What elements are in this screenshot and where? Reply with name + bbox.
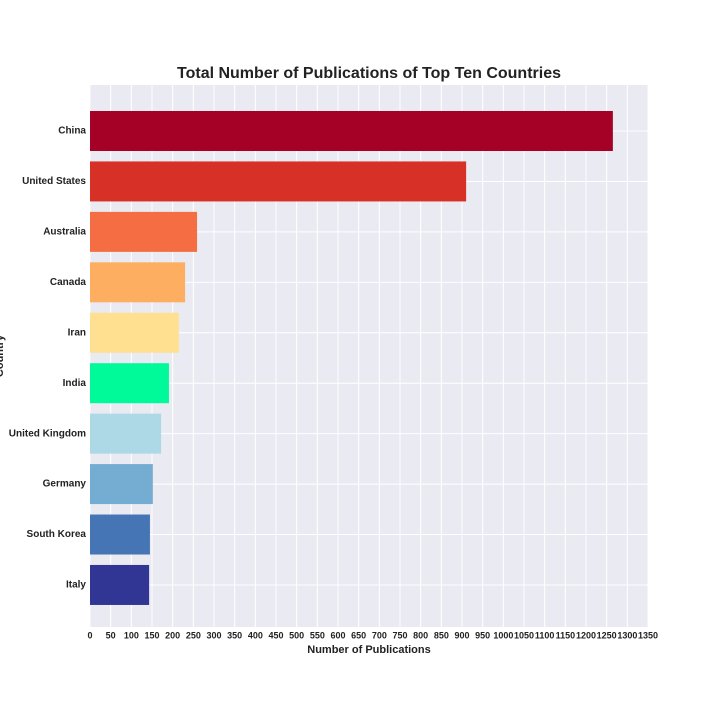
x-tick-label: 1000	[493, 630, 513, 640]
y-axis-label: Country	[0, 334, 6, 377]
x-tick-label: 1250	[597, 630, 617, 640]
x-tick-label: 950	[475, 630, 490, 640]
x-tick-label: 50	[106, 630, 116, 640]
x-tick-label: 1050	[514, 630, 534, 640]
x-tick-label: 300	[206, 630, 221, 640]
x-tick-label: 500	[289, 630, 304, 640]
x-tick-label: 250	[186, 630, 201, 640]
x-tick-label: 450	[268, 630, 283, 640]
x-tick-label: 1200	[576, 630, 596, 640]
bar	[90, 211, 198, 252]
x-axis-label: Number of Publications	[307, 644, 430, 656]
y-tick-label: Germany	[43, 479, 87, 490]
bar	[90, 514, 150, 555]
x-tick-label: 1300	[617, 630, 637, 640]
y-tick-label: Italy	[66, 580, 86, 591]
x-tick-label: 200	[165, 630, 180, 640]
bar	[90, 262, 186, 303]
y-tick-label: Canada	[50, 277, 87, 288]
bar	[90, 111, 613, 151]
x-tick-label: 700	[372, 630, 387, 640]
x-tick-label: 400	[248, 630, 263, 640]
bar	[90, 564, 150, 605]
x-tick-label: 550	[310, 630, 325, 640]
y-tick-label: South Korea	[27, 529, 87, 540]
bar	[90, 363, 169, 404]
bar	[90, 413, 162, 454]
x-tick-label: 750	[392, 630, 407, 640]
bar	[90, 312, 179, 353]
x-tick-label: 650	[351, 630, 366, 640]
y-tick-label: China	[58, 126, 86, 137]
y-tick-label: United States	[22, 176, 86, 187]
y-tick-label: Australia	[43, 227, 86, 238]
x-tick-label: 0	[87, 630, 92, 640]
x-tick-label: 800	[413, 630, 428, 640]
x-tick-label: 850	[434, 630, 449, 640]
y-tick-label: India	[63, 378, 87, 389]
x-tick-label: 1350	[638, 630, 658, 640]
y-tick-label: United Kingdom	[9, 428, 86, 439]
chart-title: Total Number of Publications of Top Ten …	[177, 65, 561, 82]
bar	[90, 464, 153, 505]
x-tick-label: 900	[454, 630, 469, 640]
x-tick-label: 1150	[556, 630, 576, 640]
x-tick-label: 100	[124, 630, 139, 640]
bar	[90, 161, 467, 202]
x-tick-label: 150	[144, 630, 159, 640]
y-tick-label: Iran	[68, 327, 86, 338]
x-tick-label: 600	[330, 630, 345, 640]
x-tick-label: 1100	[535, 630, 555, 640]
x-tick-label: 350	[227, 630, 242, 640]
